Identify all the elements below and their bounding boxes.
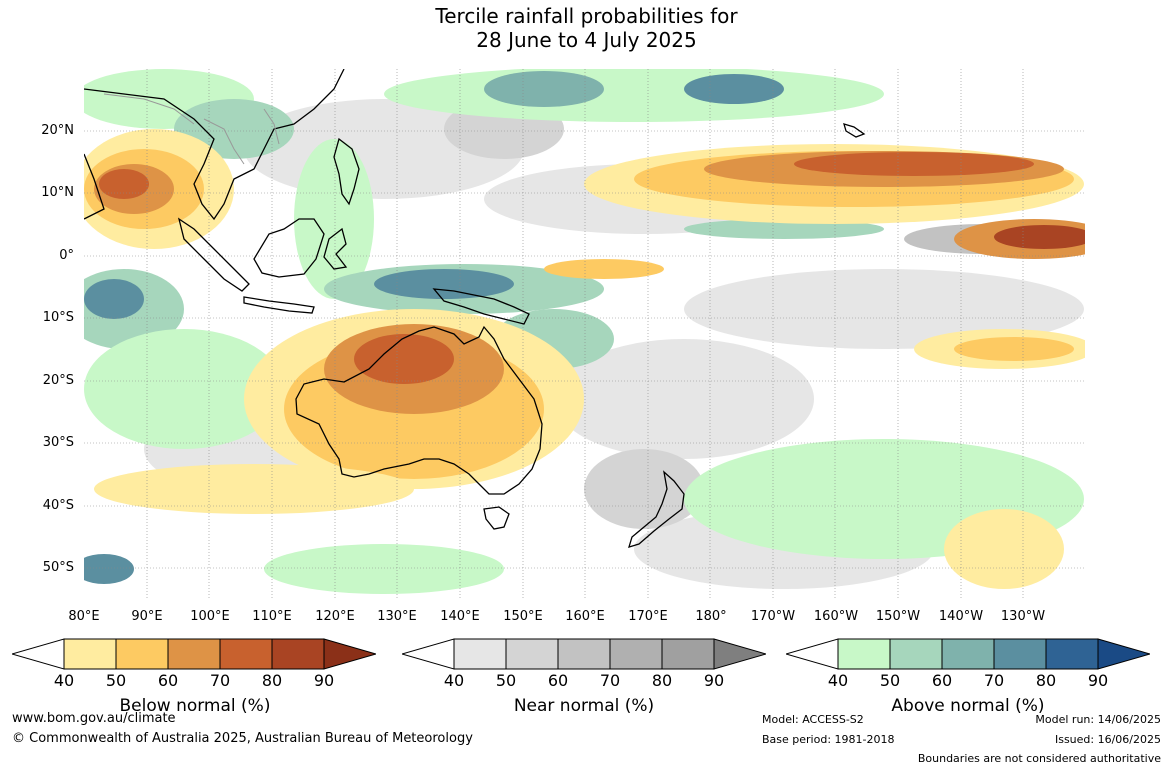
footer-base-period: Base period: 1981-2018 [762, 733, 895, 746]
borneo-coast [253, 218, 325, 278]
india-coast [84, 153, 105, 220]
lon-label-180: 180° [695, 609, 727, 624]
lon-label-140e: 140°E [440, 609, 480, 624]
legend-below-title: Below normal (%) [119, 696, 271, 716]
near-tick-50: 50 [495, 671, 517, 690]
above-tick-70: 70 [983, 671, 1005, 690]
lat-label-10n: 10°N [41, 185, 74, 200]
new-guinea-coast [432, 288, 530, 325]
legend-near-colorbar [402, 638, 766, 670]
chart-title: Tercile rainfall probabilities for 28 Ju… [0, 4, 1173, 52]
lon-label-130w: 130°W [1000, 609, 1046, 624]
below-tick-80: 80 [261, 671, 283, 690]
sulawesi-coast [323, 227, 348, 270]
near-tick-60: 60 [547, 671, 569, 690]
above-tick-80: 80 [1035, 671, 1057, 690]
lat-label-40s: 40°S [42, 498, 74, 513]
tasmania-coast [483, 506, 510, 530]
lon-label-110e: 110°E [252, 609, 292, 624]
below-tick-50: 50 [105, 671, 127, 690]
lat-label-50s: 50°S [42, 560, 74, 575]
new-zealand-coast [628, 470, 685, 548]
lon-label-160w: 160°W [813, 609, 859, 624]
footer-copyright: © Commonwealth of Australia 2025, Austra… [12, 731, 473, 746]
hawaii-coast [843, 123, 866, 138]
lon-label-130e: 130°E [377, 609, 417, 624]
australia-coast [295, 325, 543, 495]
legend-near-title: Near normal (%) [513, 696, 655, 716]
footer-model: Model: ACCESS-S2 [762, 713, 864, 726]
title-line-1: Tercile rainfall probabilities for [435, 4, 738, 28]
lon-label-170e: 170°E [628, 609, 668, 624]
coastlines [84, 69, 866, 548]
rainfall-map-svg [84, 69, 1085, 600]
above-tick-50: 50 [879, 671, 901, 690]
lon-label-120e: 120°E [315, 609, 355, 624]
java-coast [243, 296, 315, 314]
near-tick-40: 40 [443, 671, 465, 690]
below-tick-90: 90 [313, 671, 335, 690]
above-tick-40: 40 [827, 671, 849, 690]
legend-below-normal [12, 637, 376, 671]
near-tick-90: 90 [703, 671, 725, 690]
lat-label-20s: 20°S [42, 373, 74, 388]
near-tick-80: 80 [651, 671, 673, 690]
lon-label-160e: 160°E [565, 609, 605, 624]
legend-below-colorbar [12, 638, 376, 670]
lon-label-150w: 150°W [875, 609, 921, 624]
legend-above-title: Above normal (%) [891, 696, 1045, 716]
lat-label-30s: 30°S [42, 435, 74, 450]
lat-label-20n: 20°N [41, 123, 74, 138]
lon-label-100e: 100°E [190, 609, 230, 624]
legend-above-normal [786, 637, 1150, 671]
lat-label-10s: 10°S [42, 310, 74, 325]
footer-website-link[interactable]: www.bom.gov.au/climate [12, 711, 176, 726]
se-asia-coast [84, 69, 345, 221]
legend-above-colorbar [786, 638, 1150, 670]
border-lines [103, 93, 280, 165]
legend-near-normal [402, 637, 766, 671]
lon-label-170w: 170°W [750, 609, 796, 624]
lon-label-90e: 90°E [131, 609, 163, 624]
map-gridlines [84, 69, 1085, 600]
footer-model-run: Model run: 14/06/2025 [1035, 713, 1161, 726]
above-tick-90: 90 [1087, 671, 1109, 690]
below-tick-60: 60 [157, 671, 179, 690]
above-tick-60: 60 [931, 671, 953, 690]
lon-label-150e: 150°E [503, 609, 543, 624]
near-tick-70: 70 [599, 671, 621, 690]
below-tick-70: 70 [209, 671, 231, 690]
below-tick-40: 40 [53, 671, 75, 690]
lon-label-80e: 80°E [68, 609, 100, 624]
title-line-2: 28 June to 4 July 2025 [476, 28, 697, 52]
rainfall-map [84, 69, 1085, 600]
philippines-coast [333, 137, 360, 206]
footer-issued: Issued: 16/06/2025 [1054, 733, 1161, 746]
lat-label-0: 0° [59, 248, 74, 263]
sumatra-coast [177, 217, 250, 292]
lon-label-140w: 140°W [938, 609, 984, 624]
footer-disclaimer: Boundaries are not considered authoritat… [917, 752, 1161, 765]
